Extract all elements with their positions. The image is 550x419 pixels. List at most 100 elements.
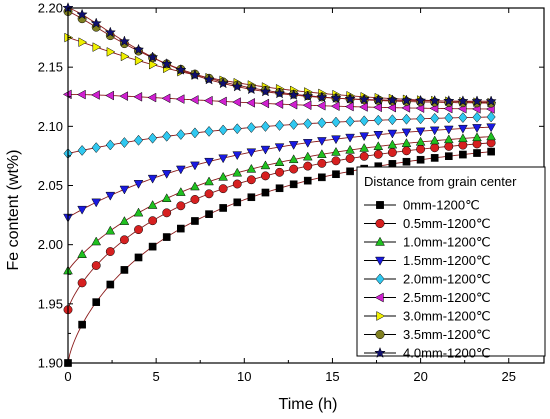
data-point	[430, 154, 439, 162]
data-point	[289, 180, 298, 189]
data-point	[119, 91, 129, 101]
data-point	[401, 128, 412, 138]
data-point	[316, 91, 328, 103]
x-tick-label: 15	[325, 369, 339, 384]
data-point	[415, 136, 426, 146]
data-point	[359, 102, 368, 112]
data-point	[77, 278, 87, 288]
legend-label: 3.0mm-1200℃	[403, 309, 491, 324]
data-point	[302, 151, 313, 161]
data-point	[162, 233, 171, 241]
y-tick-label: 2.00	[38, 237, 63, 252]
data-point	[472, 111, 482, 123]
data-point	[289, 119, 299, 130]
data-point	[444, 152, 453, 160]
data-point	[147, 174, 158, 184]
data-point	[386, 94, 399, 106]
data-point	[204, 176, 214, 186]
legend: Distance from grain center 0mm-1200℃ 0.5m…	[356, 166, 546, 361]
data-point	[176, 129, 186, 140]
data-point	[233, 198, 242, 207]
data-point	[148, 242, 157, 251]
legend-box	[356, 166, 546, 357]
data-point	[247, 193, 256, 202]
legend-entry: 1.5mm-1200℃	[364, 253, 491, 268]
data-point	[133, 207, 144, 217]
data-point	[414, 94, 427, 106]
series-1	[63, 138, 496, 315]
data-point	[146, 51, 159, 63]
data-point	[105, 139, 115, 151]
data-point	[134, 253, 143, 262]
data-point	[473, 149, 481, 157]
data-point	[287, 89, 300, 100]
data-point	[346, 167, 354, 176]
legend-marker	[376, 201, 384, 209]
data-point	[487, 147, 495, 156]
legend-marker	[375, 273, 385, 285]
data-point	[218, 171, 228, 181]
data-point	[429, 94, 441, 106]
data-point	[246, 122, 256, 133]
data-point	[232, 179, 242, 189]
data-point	[177, 224, 185, 233]
data-point	[218, 154, 228, 164]
data-point	[388, 160, 397, 168]
y-tick-label: 2.20	[38, 1, 63, 16]
data-point	[204, 125, 214, 137]
data-point	[387, 102, 396, 113]
data-point	[443, 134, 454, 144]
data-point	[105, 191, 116, 201]
data-point	[260, 98, 270, 109]
data-point	[245, 83, 258, 95]
data-point	[387, 139, 398, 149]
legend-marker	[375, 218, 385, 229]
data-point	[76, 89, 86, 100]
legend-label: 1.5mm-1200℃	[403, 253, 491, 268]
data-point	[415, 127, 426, 137]
data-point	[92, 298, 101, 306]
data-point	[317, 137, 327, 146]
data-point	[190, 181, 200, 191]
data-point	[486, 123, 496, 133]
data-point	[149, 59, 158, 70]
data-point	[204, 189, 214, 199]
data-point	[119, 235, 129, 245]
data-point	[175, 165, 186, 175]
data-point	[288, 99, 298, 110]
data-point	[457, 95, 469, 106]
data-point	[345, 116, 355, 127]
data-point	[133, 180, 144, 189]
legend-marker	[376, 311, 386, 321]
data-point	[274, 99, 284, 109]
data-point	[331, 135, 341, 145]
data-point	[92, 42, 102, 52]
y-axis-label: Fe content (wt%)	[5, 150, 22, 271]
data-point	[217, 77, 229, 89]
data-point	[162, 130, 172, 142]
data-point	[76, 8, 88, 20]
plot-area	[62, 2, 497, 367]
data-point	[273, 87, 286, 99]
legend-label: 0.5mm-1200℃	[403, 216, 491, 231]
legend-marker	[375, 236, 385, 246]
data-point	[190, 195, 200, 204]
x-tick-label: 20	[413, 369, 427, 384]
data-point	[175, 64, 187, 75]
legend-label: 3.5mm-1200℃	[403, 327, 491, 342]
legend-marker	[375, 256, 385, 266]
data-point	[443, 95, 455, 106]
data-point	[77, 205, 87, 215]
data-point	[132, 43, 145, 55]
data-point	[219, 204, 227, 212]
data-point	[359, 151, 369, 161]
data-point	[486, 111, 496, 123]
data-point	[218, 96, 227, 107]
legend-marker	[374, 292, 384, 303]
x-tick-label: 5	[153, 369, 160, 384]
data-point	[78, 37, 88, 48]
data-point	[303, 118, 313, 130]
series-4	[63, 111, 496, 159]
data-point	[260, 121, 270, 132]
data-point	[105, 90, 114, 101]
